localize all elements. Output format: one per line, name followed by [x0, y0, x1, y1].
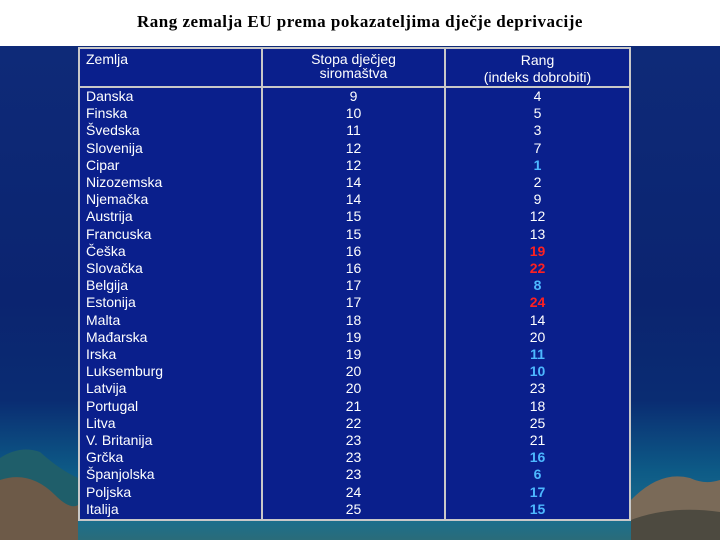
poverty-column: 9 10 11 12 12 14 14 15 15 16 16 17 17 18 19 19 20 20 21 22 2…: [263, 88, 444, 518]
country-cell: Portugal: [86, 397, 139, 414]
poverty-rate-cell: 15: [345, 225, 362, 242]
header-rank-line2: (indeks dobrobiti): [483, 69, 592, 85]
poverty-rate-cell: 17: [345, 294, 362, 311]
poverty-rate-cell: 19: [345, 328, 362, 345]
poverty-rate-cell: 23: [345, 432, 362, 449]
poverty-rate-cell: 9: [349, 88, 358, 104]
country-cell: Finska: [86, 105, 128, 122]
rank-cell: 15: [529, 500, 546, 517]
poverty-rate-cell: 16: [345, 260, 362, 277]
country-cell: Nizozemska: [86, 174, 163, 191]
header-rank-line1: Rang: [520, 52, 555, 68]
poverty-rate-cell: 21: [345, 397, 362, 414]
header-poverty: Stopa dječjeg siromaštva: [263, 52, 444, 80]
country-cell: Irska: [86, 346, 117, 363]
rank-cell: 5: [533, 105, 542, 122]
country-cell: Španjolska: [86, 466, 155, 483]
poverty-rate-cell: 10: [345, 105, 362, 122]
page-title: Rang zemalja EU prema pokazateljima dječ…: [137, 12, 583, 31]
rank-cell: 10: [529, 363, 546, 380]
country-cell: Francuska: [86, 225, 152, 242]
country-cell: Danska: [86, 88, 134, 104]
rank-cell: 13: [529, 225, 546, 242]
poverty-rate-cell: 20: [345, 363, 362, 380]
poverty-rate-cell: 12: [345, 156, 362, 173]
country-cell: Luksemburg: [86, 363, 164, 380]
country-cell: Češka: [86, 242, 126, 259]
rank-cell: 25: [529, 414, 546, 431]
rank-cell: 3: [533, 122, 542, 139]
poverty-rate-cell: 23: [345, 466, 362, 483]
country-cell: Švedska: [86, 122, 140, 139]
rank-cell: 9: [533, 191, 542, 208]
rank-column: 4 5 3 7 1 2 9 12 13 19 22 8 24 14 20 11 10 23 18 25 21 16 6 17 1…: [446, 88, 629, 518]
poverty-rate-cell: 16: [345, 242, 362, 259]
country-cell: Belgija: [86, 277, 129, 294]
country-cell: Malta: [86, 311, 121, 328]
rank-cell: 2: [533, 174, 542, 191]
rank-cell: 4: [533, 88, 542, 104]
rank-cell: 14: [529, 311, 546, 328]
deprivation-table: Zemlja Stopa dječjeg siromaštva Rang (in…: [78, 47, 631, 521]
column-divider-1: [261, 49, 263, 519]
header-divider: [80, 86, 629, 88]
poverty-rate-cell: 25: [345, 500, 362, 517]
poverty-rate-cell: 14: [345, 174, 362, 191]
rank-cell: 12: [529, 208, 546, 225]
country-cell: Cipar: [86, 156, 120, 173]
rank-cell: 6: [533, 466, 542, 483]
poverty-rate-cell: 18: [345, 311, 362, 328]
country-cell: Austrija: [86, 208, 133, 225]
country-cell: Slovenija: [86, 139, 143, 156]
column-divider-2: [444, 49, 446, 519]
poverty-rate-cell: 15: [345, 208, 362, 225]
rank-cell: 21: [529, 432, 546, 449]
rank-cell: 17: [529, 483, 546, 500]
rank-cell: 23: [529, 380, 546, 397]
rank-cell: 19: [529, 242, 546, 259]
country-cell: Slovačka: [86, 260, 143, 277]
country-cell: Poljska: [86, 483, 132, 500]
poverty-rate-cell: 22: [345, 414, 362, 431]
country-column: Danska Finska Švedska Slovenija Cipar Nizozem…: [86, 88, 163, 518]
poverty-rate-cell: 20: [345, 380, 362, 397]
poverty-rate-cell: 14: [345, 191, 362, 208]
poverty-rate-cell: 24: [345, 483, 362, 500]
rank-cell: 18: [529, 397, 546, 414]
header-poverty-line1: Stopa dječjeg: [311, 51, 396, 67]
poverty-rate-cell: 17: [345, 277, 362, 294]
header-country: Zemlja: [86, 51, 129, 67]
poverty-rate-cell: 11: [346, 122, 361, 139]
rank-cell: 24: [529, 294, 546, 311]
rank-cell: 8: [533, 277, 542, 294]
poverty-rate-cell: 12: [345, 139, 362, 156]
country-cell: Estonija: [86, 294, 136, 311]
country-cell: Njemačka: [86, 191, 149, 208]
rank-cell: 7: [533, 139, 542, 156]
island-right-shadow: [631, 509, 720, 540]
poverty-rate-cell: 19: [345, 346, 362, 363]
rank-cell: 11: [530, 346, 545, 363]
country-cell: Grčka: [86, 449, 124, 466]
rank-cell: 22: [529, 260, 546, 277]
island-left-rock: [0, 477, 78, 540]
rank-cell: 20: [529, 328, 546, 345]
poverty-rate-cell: 23: [345, 449, 362, 466]
country-cell: Latvija: [86, 380, 127, 397]
country-cell: Italija: [86, 500, 119, 517]
country-cell: V. Britanija: [86, 432, 153, 449]
rank-cell: 1: [533, 156, 542, 173]
header-rank: Rang (indeks dobrobiti): [446, 52, 629, 86]
country-cell: Litva: [86, 414, 116, 431]
header-poverty-line2: siromaštva: [319, 65, 388, 81]
country-cell: Mađarska: [86, 328, 148, 345]
rank-cell: 16: [529, 449, 546, 466]
